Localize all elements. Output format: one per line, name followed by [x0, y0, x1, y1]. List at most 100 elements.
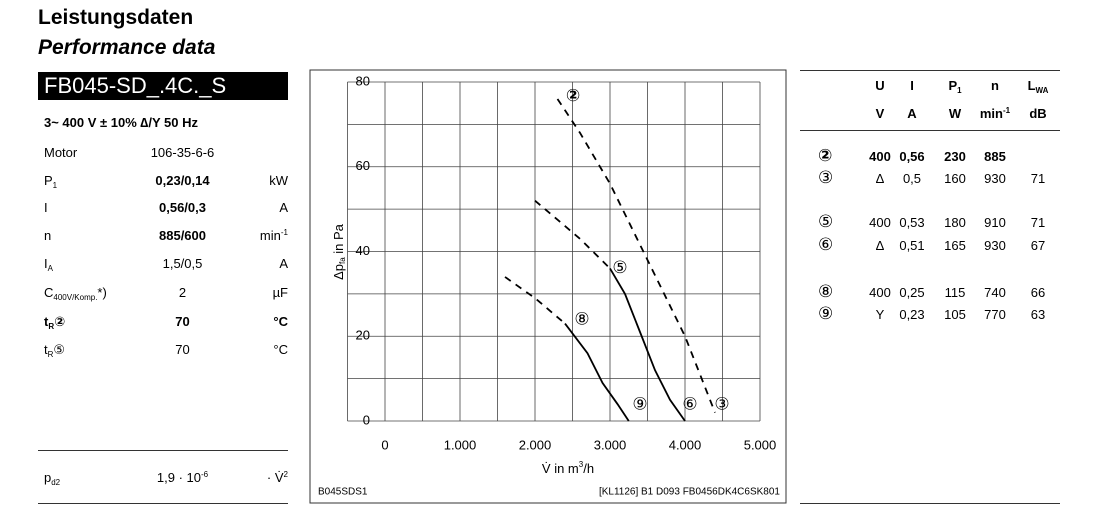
column-unit-main: dB — [1029, 106, 1047, 121]
supply: 3~ 400 V ± 10% ∆/Y 50 Hz — [44, 115, 198, 130]
spec-unit: µF — [272, 285, 288, 300]
chart: 0 20 40 60 80 0 1.000 2.000 3.000 4.000 5.000 Δpfa … — [309, 69, 787, 504]
spec-unit: A — [279, 200, 288, 215]
table-cell: 66 — [1030, 285, 1046, 300]
table-cell: 0,56 — [899, 149, 925, 164]
table-cell: 180 — [944, 215, 966, 230]
spec-label: I — [44, 200, 48, 215]
curve — [556, 98, 716, 413]
spec-value: 70 — [175, 314, 190, 329]
spec-unit: °C — [273, 314, 288, 329]
spec-label-mark: ⑤ — [53, 342, 66, 357]
table-cell: 105 — [944, 307, 966, 322]
pd2-unit-sup: 2 — [283, 470, 288, 479]
x-axis-label-rest: /h — [583, 461, 594, 476]
y-tick-label: 60 — [356, 158, 370, 173]
rule — [800, 503, 1060, 504]
column-unit: dB — [1008, 106, 1068, 121]
spec-unit: A — [279, 200, 288, 215]
spec-label-sub: R — [47, 350, 54, 359]
spec-label: Motor — [44, 145, 78, 160]
spec-label-sub: A — [47, 264, 53, 273]
rule — [800, 70, 1060, 71]
column-unit: W — [925, 106, 985, 121]
spec-label: P1 — [44, 173, 57, 190]
column-unit: A — [882, 106, 942, 121]
y-tick-label: 40 — [356, 243, 370, 258]
chart-frame — [309, 69, 787, 504]
y-tick-label: 20 — [356, 328, 370, 343]
x-tick-label: 4.000 — [669, 437, 702, 452]
spec-label-sub: 400V/Komp. — [53, 293, 98, 302]
spec-unit-sup: -1 — [280, 228, 288, 237]
spec-label: tR⑤ — [44, 342, 65, 359]
pd2-unit: · V̇ — [266, 470, 284, 485]
curve — [534, 199, 611, 270]
x-tick-label: 5.000 — [744, 437, 777, 452]
column-header-main: P — [948, 78, 958, 93]
spec-label: t — [44, 314, 49, 329]
row-id: ⑧ — [818, 282, 834, 301]
table-cell: 0,23 — [899, 307, 925, 322]
spec-unit: kW — [269, 173, 288, 188]
table-cell: 0,51 — [899, 238, 925, 253]
spec-value: 885/600 — [159, 228, 206, 243]
column-header: P1 — [925, 78, 985, 95]
rule — [38, 503, 288, 504]
model: FB045-SD_.4C._S — [38, 72, 288, 100]
table-cell: 400 — [869, 215, 891, 230]
y-axis-label: Δpfa in Pa — [331, 223, 347, 280]
spec-unit: A — [279, 256, 288, 271]
table-cell: 230 — [944, 149, 966, 164]
spec-unit: min-1 — [260, 228, 288, 243]
x-axis-label: V̇ in m3/h — [542, 460, 594, 476]
table-cell: 115 — [944, 285, 966, 300]
spec-label: C400V/Komp.*) — [44, 285, 107, 302]
pd2-label-sub: d2 — [51, 478, 61, 487]
table-cell: 63 — [1030, 307, 1046, 322]
y-axis-label-main: Δp — [331, 264, 346, 280]
column-unit-main: min — [979, 106, 1003, 121]
spec-unit: °C — [273, 314, 288, 329]
table-cell: 165 — [944, 238, 966, 253]
x-axis-label-sup: 3 — [579, 460, 584, 469]
pd2-value: 1,9 · 10 — [156, 470, 201, 485]
column-unit: min-1 — [965, 106, 1025, 121]
pd2-value: 1,9 · 10-6 — [110, 470, 255, 485]
column-header: n — [965, 78, 1025, 93]
x-tick-label: 2.000 — [519, 437, 552, 452]
spec-label-suffix: *) — [97, 285, 107, 300]
code: B045SDS1 — [318, 487, 368, 498]
spec-unit: kW — [269, 173, 288, 188]
column-header: LWA — [1008, 78, 1068, 95]
table-cell: 910 — [984, 215, 1006, 230]
pd2-label: p — [44, 470, 52, 485]
table-cell: Y — [875, 307, 885, 322]
curve-label: ③ — [714, 394, 729, 413]
spec-value: 106-35-6-6 — [150, 145, 215, 160]
spec-label: I — [44, 200, 48, 215]
table-cell: 160 — [944, 171, 966, 186]
table-cell: 0,53 — [899, 215, 925, 230]
column-header: U — [850, 78, 910, 93]
table-cell: 930 — [984, 171, 1006, 186]
code: [KL1126] B1 D093 FB0456DK4C6SK801 — [599, 487, 780, 498]
spec-value: 0,23/0,14 — [155, 173, 210, 188]
row-id: ⑤ — [818, 212, 834, 231]
spec-label: t — [44, 342, 48, 357]
table-cell: 0,5 — [902, 171, 922, 186]
spec-label: IA — [44, 256, 53, 273]
column-header-main: U — [875, 78, 885, 93]
column-unit-main: W — [948, 106, 962, 121]
spec-unit: min — [259, 228, 281, 243]
table-cell: 67 — [1030, 238, 1046, 253]
curve-label: ⑨ — [632, 394, 647, 413]
spec-label: n — [44, 228, 52, 243]
column-header-sub: WA — [1035, 86, 1049, 95]
table-cell: 770 — [984, 307, 1006, 322]
table-cell: 885 — [984, 149, 1006, 164]
y-axis-label-rest: in Pa — [331, 223, 346, 257]
spec-value: 2 — [178, 285, 187, 300]
spec-label: n — [44, 228, 51, 243]
